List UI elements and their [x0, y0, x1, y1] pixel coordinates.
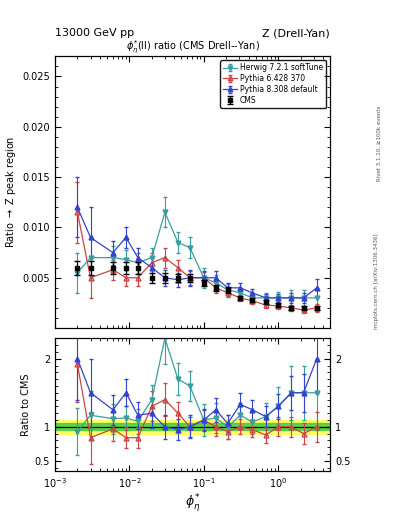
- Text: mcplots.cern.ch [arXiv:1306.3436]: mcplots.cern.ch [arXiv:1306.3436]: [374, 234, 379, 329]
- Bar: [55, 423, 330, 430]
- Legend: Herwig 7.2.1 softTune, Pythia 6.428 370, Pythia 8.308 default, CMS: Herwig 7.2.1 softTune, Pythia 6.428 370,…: [220, 60, 326, 108]
- Y-axis label: Ratio $\to$ Z peak region: Ratio $\to$ Z peak region: [4, 136, 18, 248]
- Bar: [55, 420, 330, 434]
- Text: Rivet 3.1.10, ≥100k events: Rivet 3.1.10, ≥100k events: [377, 105, 382, 181]
- X-axis label: $\phi^{*}_{\eta}$: $\phi^{*}_{\eta}$: [185, 493, 200, 512]
- Text: 13000 GeV pp: 13000 GeV pp: [55, 28, 134, 38]
- Y-axis label: Ratio to CMS: Ratio to CMS: [20, 373, 31, 436]
- Title: $\phi^{*}_{\eta}$(ll) ratio (CMS Drell--Yan): $\phi^{*}_{\eta}$(ll) ratio (CMS Drell--…: [125, 39, 260, 56]
- Text: Z (Drell-Yan): Z (Drell-Yan): [263, 28, 330, 38]
